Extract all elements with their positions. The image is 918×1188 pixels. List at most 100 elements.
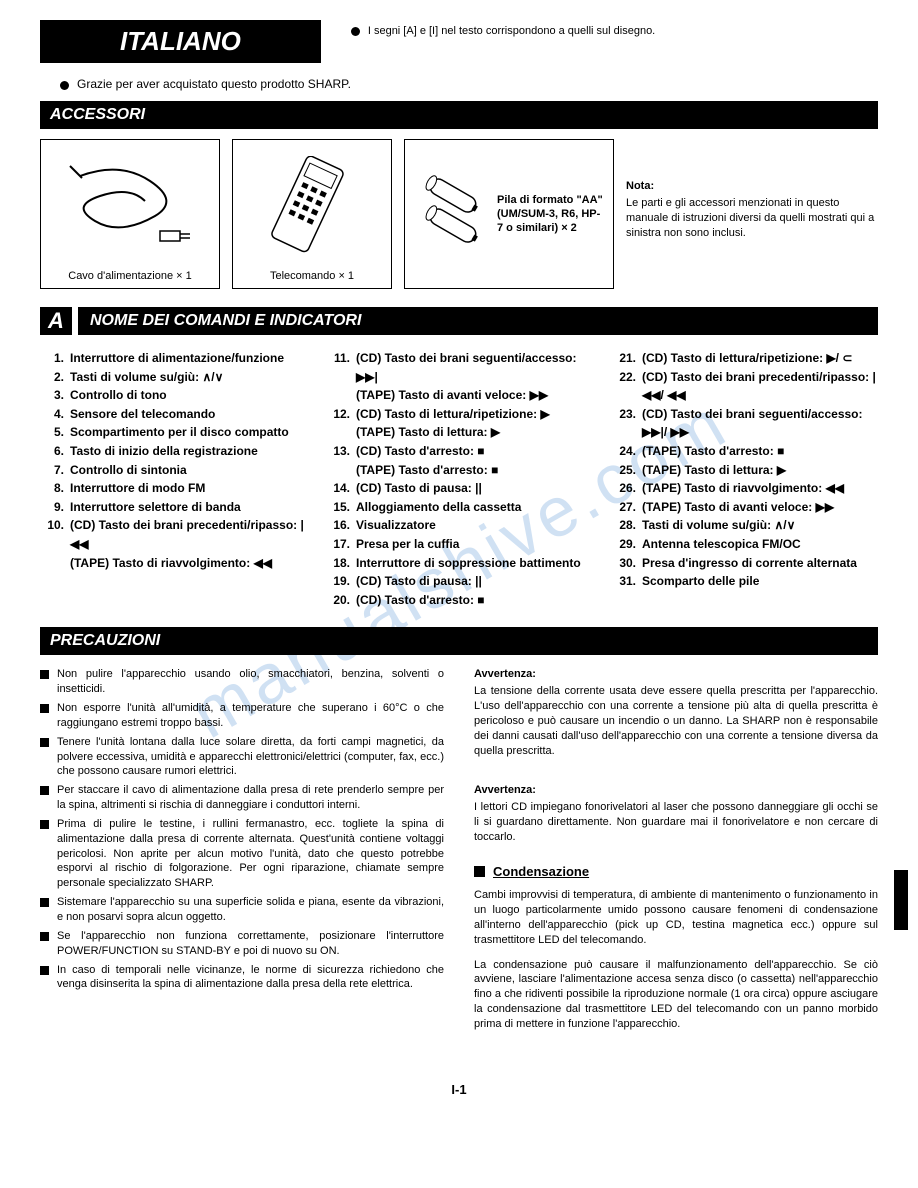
control-text: Presa d'ingresso di corrente alternata <box>642 554 878 573</box>
bullet-icon <box>351 27 360 36</box>
section-precauzioni: PRECAUZIONI <box>40 627 878 655</box>
control-number: 22. <box>612 368 636 405</box>
square-icon <box>40 704 49 713</box>
accessory-note: Nota: Le parti e gli accessori menzionat… <box>626 139 878 289</box>
control-item: 1. Interruttore di alimentazione/funzione <box>40 349 306 368</box>
control-item: 2.Tasti di volume su/giù: ∧/∨ <box>40 368 306 387</box>
square-icon <box>40 898 49 907</box>
warning-body: I lettori CD impiegano fonorivelatori al… <box>474 800 878 845</box>
control-item: 7. Controllo di sintonia <box>40 461 306 480</box>
control-item: 16.Visualizzatore <box>326 516 592 535</box>
control-item: 13. (CD) Tasto d'arresto: ■ <box>326 442 592 461</box>
control-text: (TAPE) Tasto di riavvolgimento: ◀◀ <box>642 479 878 498</box>
precaution-text: In caso di temporali nelle vicinanze, le… <box>57 963 444 993</box>
precaution-text: Non esporre l'unità all'umidità, a tempe… <box>57 701 444 731</box>
control-item: 8. Interruttore di modo FM <box>40 479 306 498</box>
control-text: (TAPE) Tasto di avanti veloce: ▶▶ <box>642 498 878 517</box>
cable-icon <box>60 156 200 256</box>
control-item: 6.Tasto di inizio della registrazione <box>40 442 306 461</box>
square-icon <box>40 738 49 747</box>
side-tab <box>894 870 908 930</box>
control-text: (CD) Tasto di lettura/ripetizione: ▶ <box>356 405 592 424</box>
control-number: 3. <box>40 386 64 405</box>
precaution-item: Non pulire l'apparecchio usando olio, sm… <box>40 667 444 697</box>
control-item: 14. (CD) Tasto di pausa: || <box>326 479 592 498</box>
control-text: Visualizzatore <box>356 516 592 535</box>
control-item: 12. (CD) Tasto di lettura/ripetizione: ▶ <box>326 405 592 424</box>
control-number: 8. <box>40 479 64 498</box>
control-item: 18.Interruttore di soppressione battimen… <box>326 554 592 573</box>
control-item: 15.Alloggiamento della cassetta <box>326 498 592 517</box>
control-number: 2. <box>40 368 64 387</box>
thanks-text: Grazie per aver acquistato questo prodot… <box>77 77 351 91</box>
warning-title: Avvertenza: <box>474 667 878 682</box>
control-text: Tasto di inizio della registrazione <box>70 442 306 461</box>
precaution-item: Tenere l'unità lontana dalla luce solare… <box>40 735 444 780</box>
control-text: (CD) Tasto dei brani seguenti/accesso: ▶… <box>356 349 592 386</box>
control-text: (CD) Tasto di pausa: || <box>356 479 592 498</box>
control-text: (CD) Tasto d'arresto: ■ <box>356 591 592 610</box>
control-number: 12. <box>326 405 350 424</box>
accessory-caption: Pila di formato "AA" (UM/SUM-3, R6, HP-7… <box>491 189 607 240</box>
control-text: (CD) Tasto di pausa: || <box>356 572 592 591</box>
precautions-left: Non pulire l'apparecchio usando olio, sm… <box>40 667 444 1041</box>
control-text: Interruttore selettore di banda <box>70 498 306 517</box>
control-item: 20.(CD) Tasto d'arresto: ■ <box>326 591 592 610</box>
control-number: 10. <box>40 516 64 553</box>
control-item: 21.(CD) Tasto di lettura/ripetizione: ▶/… <box>612 349 878 368</box>
condensation-heading: Condensazione <box>474 863 878 881</box>
control-item: 22.(CD) Tasto dei brani precedenti/ripas… <box>612 368 878 405</box>
control-number: 1. <box>40 349 64 368</box>
precaution-item: Se l'apparecchio non funziona correttame… <box>40 929 444 959</box>
precaution-item: In caso di temporali nelle vicinanze, le… <box>40 963 444 993</box>
control-number: 7. <box>40 461 64 480</box>
control-number: 31. <box>612 572 636 591</box>
control-text: Presa per la cuffia <box>356 535 592 554</box>
header-note-text: I segni [A] e [I] nel testo corrispondon… <box>368 24 655 39</box>
control-text: (TAPE) Tasto di lettura: ▶ <box>642 461 878 480</box>
control-number: 13. <box>326 442 350 461</box>
accessory-cable: Cavo d'alimentazione × 1 <box>40 139 220 289</box>
control-item: 29.Antenna telescopica FM/OC <box>612 535 878 554</box>
control-number: 5. <box>40 423 64 442</box>
control-number: 4. <box>40 405 64 424</box>
control-number: 19. <box>326 572 350 591</box>
remote-icon <box>252 156 372 256</box>
control-number: 29. <box>612 535 636 554</box>
control-subitem: (TAPE) Tasto di riavvolgimento: ◀◀ <box>70 554 306 573</box>
control-item: 9.Interruttore selettore di banda <box>40 498 306 517</box>
control-text: Scomparto delle pile <box>642 572 878 591</box>
control-subitem: (TAPE) Tasto di avanti veloce: ▶▶ <box>356 386 592 405</box>
control-item: 24.(TAPE) Tasto d'arresto: ■ <box>612 442 878 461</box>
section-letter: A <box>40 307 78 335</box>
control-number: 26. <box>612 479 636 498</box>
control-text: (CD) Tasto d'arresto: ■ <box>356 442 592 461</box>
control-item: 10.(CD) Tasto dei brani precedenti/ripas… <box>40 516 306 553</box>
control-text: Interruttore di modo FM <box>70 479 306 498</box>
control-number: 24. <box>612 442 636 461</box>
control-text: (CD) Tasto dei brani precedenti/ripasso:… <box>70 516 306 553</box>
thanks-line: Grazie per aver acquistato questo prodot… <box>60 77 878 91</box>
precaution-item: Per staccare il cavo di alimentazione da… <box>40 783 444 813</box>
accessory-remote: Telecomando × 1 <box>232 139 392 289</box>
control-item: 17.Presa per la cuffia <box>326 535 592 554</box>
control-number: 27. <box>612 498 636 517</box>
condensation-body: La condensazione può causare il malfunzi… <box>474 958 878 1032</box>
accessory-batteries: Pila di formato "AA" (UM/SUM-3, R6, HP-7… <box>404 139 614 289</box>
control-number: 11. <box>326 349 350 386</box>
precaution-text: Se l'apparecchio non funziona correttame… <box>57 929 444 959</box>
control-number: 15. <box>326 498 350 517</box>
control-item: 19. (CD) Tasto di pausa: || <box>326 572 592 591</box>
page-title: ITALIANO <box>40 20 321 63</box>
note-title: Nota: <box>626 179 878 194</box>
control-subitem: (TAPE) Tasto d'arresto: ■ <box>356 461 592 480</box>
control-item: 30.Presa d'ingresso di corrente alternat… <box>612 554 878 573</box>
control-item: 27. (TAPE) Tasto di avanti veloce: ▶▶ <box>612 498 878 517</box>
precaution-text: Non pulire l'apparecchio usando olio, sm… <box>57 667 444 697</box>
battery-icon <box>411 169 491 259</box>
note-body: Le parti e gli accessori menzionati in q… <box>626 197 874 239</box>
control-text: Interruttore di alimentazione/funzione <box>70 349 306 368</box>
square-icon <box>40 932 49 941</box>
control-number: 14. <box>326 479 350 498</box>
control-text: Controllo di sintonia <box>70 461 306 480</box>
